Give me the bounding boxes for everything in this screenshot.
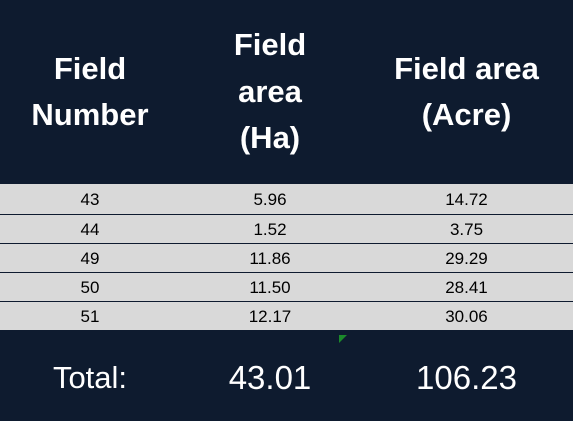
table-row: 50 11.50 28.41 <box>0 273 573 302</box>
cell-field-area-acre[interactable]: 30.06 <box>445 307 488 326</box>
header-field-area-ha[interactable]: Field area (Ha) <box>233 27 307 156</box>
table-body: 43 5.96 14.72 44 1.52 3.75 49 11.86 29.2… <box>0 184 573 331</box>
cell-field-area-acre[interactable]: 29.29 <box>445 249 488 268</box>
cell-field-number[interactable]: 49 <box>80 249 100 268</box>
table-header: Field Number Field area (Ha) Field area … <box>0 0 573 184</box>
cell-field-number[interactable]: 50 <box>80 278 100 297</box>
cell-field-number[interactable]: 44 <box>80 220 100 239</box>
cell-error-indicator[interactable] <box>339 335 347 343</box>
table-row: 43 5.96 14.72 <box>0 184 573 215</box>
cell-field-area-ha[interactable]: 5.96 <box>253 190 287 209</box>
table-footer: Total: 43.01 106.23 <box>0 335 573 421</box>
cell-field-area-acre[interactable]: 14.72 <box>445 190 488 209</box>
cell-field-area-ha[interactable]: 11.86 <box>249 249 291 268</box>
total-field-area-ha[interactable]: 43.01 <box>228 359 312 396</box>
table-row: 49 11.86 29.29 <box>0 244 573 273</box>
cell-field-number[interactable]: 43 <box>80 190 100 209</box>
header-field-number[interactable]: Field Number <box>31 50 149 133</box>
cell-field-area-acre[interactable]: 28.41 <box>445 278 488 297</box>
table-row: 51 12.17 30.06 <box>0 302 573 331</box>
cell-field-area-ha[interactable]: 12.17 <box>248 307 292 326</box>
total-field-area-acre[interactable]: 106.23 <box>416 359 517 396</box>
table-row: 44 1.52 3.75 <box>0 215 573 244</box>
cell-field-area-ha[interactable]: 11.50 <box>249 278 291 297</box>
cell-field-area-ha[interactable]: 1.52 <box>253 220 287 239</box>
total-label[interactable]: Total: <box>52 360 128 395</box>
cell-field-area-acre[interactable]: 3.75 <box>449 220 484 239</box>
header-field-area-acre[interactable]: Field area (Acre) <box>394 50 539 133</box>
cell-field-number[interactable]: 51 <box>80 307 100 326</box>
